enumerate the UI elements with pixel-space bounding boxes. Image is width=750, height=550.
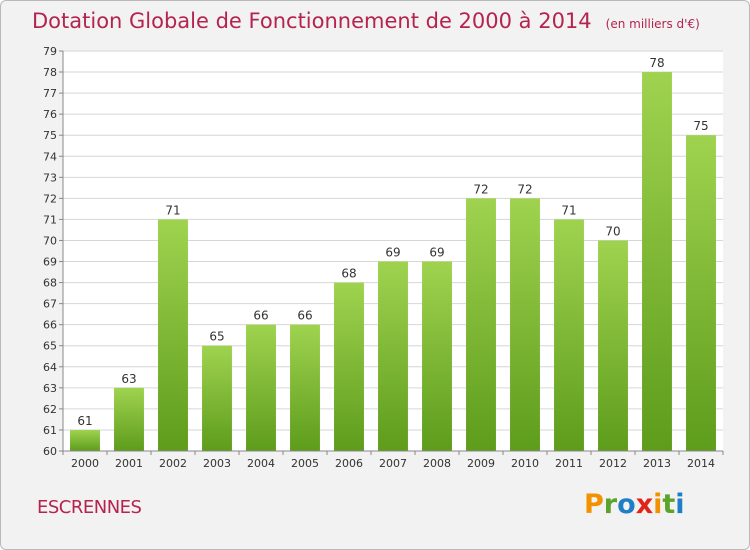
y-tick-label: 77 <box>43 87 57 100</box>
x-tick-label: 2012 <box>599 457 627 470</box>
chart-title: Dotation Globale de Fonctionnement de 20… <box>32 9 700 33</box>
y-tick-label: 65 <box>43 340 57 353</box>
x-tick-label: 2003 <box>203 457 231 470</box>
x-tick-label: 2000 <box>71 457 99 470</box>
logo-letter: x <box>635 489 654 520</box>
title-text: Dotation Globale de Fonctionnement de 20… <box>32 9 592 33</box>
x-tick-label: 2013 <box>643 457 671 470</box>
bar-2000 <box>70 429 100 451</box>
y-tick-label: 76 <box>43 108 57 121</box>
bar-2005 <box>290 324 320 451</box>
logo-letter: o <box>617 489 636 520</box>
value-labels: 61 63 71 65 66 66 68 69 69 72 72 71 70 78 75 <box>77 56 708 428</box>
bar-2010 <box>510 198 540 451</box>
y-tick-label: 70 <box>43 234 57 247</box>
x-tick-label: 2005 <box>291 457 319 470</box>
y-tick-label: 63 <box>43 382 57 395</box>
x-tick-label: 2011 <box>555 457 583 470</box>
x-tick-label: 2001 <box>115 457 143 470</box>
x-tick-label: 2014 <box>687 457 715 470</box>
unit-subtitle: (en milliers d'€) <box>605 17 700 31</box>
y-tick-label: 60 <box>43 445 57 458</box>
x-tick-label: 2009 <box>467 457 495 470</box>
value-label: 72 <box>517 182 532 196</box>
y-tick-label: 73 <box>43 171 57 184</box>
value-label: 66 <box>253 309 268 323</box>
x-tick-label: 2004 <box>247 457 275 470</box>
x-axis: 2000 2001 2002 2003 2004 2005 2006 2007 2008 2009… <box>62 451 724 470</box>
bar-2007 <box>378 261 408 451</box>
y-tick-label: 67 <box>43 298 57 311</box>
value-label: 75 <box>693 119 708 133</box>
value-label: 66 <box>297 309 312 323</box>
logo-letter: i <box>675 489 685 520</box>
y-tick-label: 61 <box>43 424 57 437</box>
value-label: 65 <box>209 330 224 344</box>
value-label: 70 <box>605 224 620 238</box>
bar-2011 <box>554 219 584 451</box>
y-tick-label: 74 <box>43 150 57 163</box>
value-label: 69 <box>429 246 444 260</box>
y-tick-label: 62 <box>43 403 57 416</box>
logo-letter: t <box>662 489 676 520</box>
y-tick-label: 75 <box>43 129 57 142</box>
x-tick-label: 2007 <box>379 457 407 470</box>
x-tick-label: 2010 <box>511 457 539 470</box>
x-tick-label: 2008 <box>423 457 451 470</box>
value-label: 68 <box>341 267 356 281</box>
bar-2001 <box>114 387 144 451</box>
value-label: 69 <box>385 246 400 260</box>
bar-2003 <box>202 345 232 451</box>
y-tick-label: 68 <box>43 277 57 290</box>
y-tick-label: 69 <box>43 256 57 269</box>
logo-letter: P <box>584 489 604 520</box>
bars <box>70 72 716 452</box>
y-axis: 60 61 62 63 64 65 66 67 68 69 70 71 72 73 74 75 76 77 78 79 <box>43 45 723 458</box>
bar-2014 <box>686 135 716 452</box>
y-tick-label: 64 <box>43 361 57 374</box>
value-label: 63 <box>121 372 136 386</box>
value-label: 61 <box>77 414 92 428</box>
logo-letter: i <box>653 489 663 520</box>
bar-2012 <box>598 240 628 451</box>
value-label: 71 <box>561 203 576 217</box>
logo-letter: r <box>603 489 618 520</box>
y-tick-label: 79 <box>43 45 57 58</box>
proxiti-logo: Proxiti <box>584 489 685 520</box>
y-tick-label: 78 <box>43 66 57 79</box>
bar-2002 <box>158 219 188 451</box>
value-label: 78 <box>649 56 664 70</box>
value-label: 72 <box>473 182 488 196</box>
bar-2009 <box>466 198 496 451</box>
bar-2004 <box>246 324 276 451</box>
bar-2013 <box>642 72 672 451</box>
x-tick-label: 2002 <box>159 457 187 470</box>
y-tick-label: 66 <box>43 319 57 332</box>
bar-2006 <box>334 282 364 451</box>
y-tick-label: 71 <box>43 213 57 226</box>
x-tick-label: 2006 <box>335 457 363 470</box>
commune-name: ESCRENNES <box>37 497 142 518</box>
bar-2008 <box>422 261 452 451</box>
y-tick-label: 72 <box>43 192 57 205</box>
value-label: 71 <box>165 203 180 217</box>
